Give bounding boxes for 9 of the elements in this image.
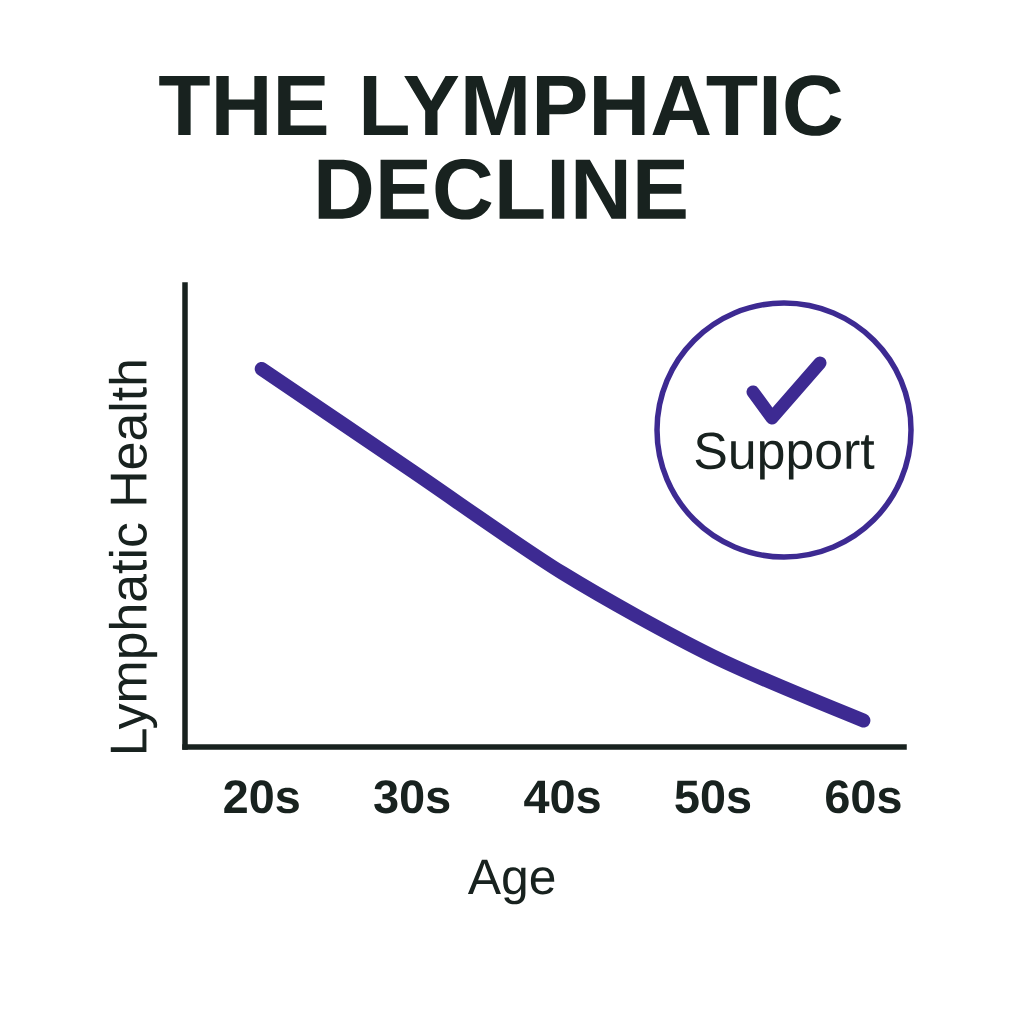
chart-title: THE LYMPHATIC DECLINE [159,75,842,220]
x-tick-label: 60s [826,780,901,814]
x-tick-label: 20s [224,780,299,814]
x-tick-label: 50s [675,780,751,814]
x-tick-label: 30s [374,780,450,814]
x-axis-title: Age [467,859,555,905]
x-tick-label: 40s [524,780,600,814]
annotation: Support [695,432,875,480]
y-axis-title: Lymphatic Health [108,361,158,753]
